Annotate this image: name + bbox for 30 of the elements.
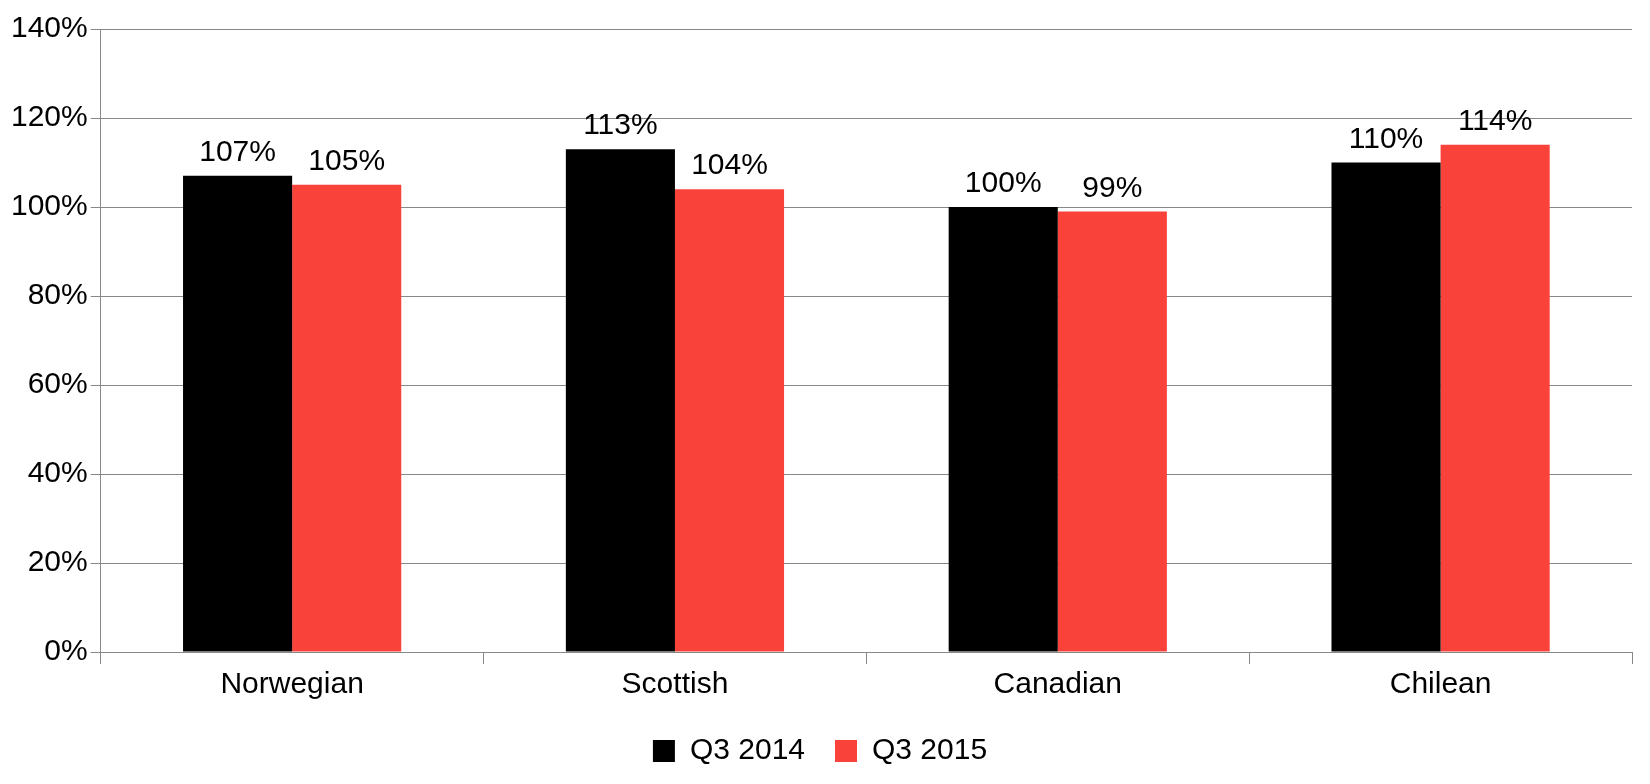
y-tick-label: 80% [27,277,88,311]
y-tick-label: 100% [10,188,88,222]
bar [1440,144,1550,652]
data-label: 104% [691,147,768,181]
bar [183,175,293,652]
x-tick-label: Scottish [621,666,729,700]
x-tick-label: Chilean [1389,666,1492,700]
y-tick-label: 0% [44,633,88,667]
bar [1057,211,1167,652]
y-tick-label: 120% [10,99,88,133]
legend-label: Q3 2014 [689,732,805,766]
data-label: 99% [1082,169,1143,203]
y-tick-label: 40% [27,455,88,489]
bar [565,149,675,652]
data-label: 113% [583,107,658,141]
bar [292,184,402,652]
data-label: 105% [308,143,386,177]
data-label: 107% [199,134,276,168]
bar [674,189,785,652]
data-label: 110% [1348,120,1424,154]
y-tick-label: 60% [27,366,88,400]
x-tick-label: Canadian [993,666,1122,700]
y-tick-label: 140% [10,10,88,44]
x-tick-label: Norwegian [220,666,364,700]
bar [1331,162,1441,652]
y-tick-label: 20% [27,544,88,578]
data-label: 100% [964,165,1042,199]
bar [948,207,1058,652]
data-label: 114% [1457,102,1533,136]
legend-label: Q3 2015 [872,732,988,766]
